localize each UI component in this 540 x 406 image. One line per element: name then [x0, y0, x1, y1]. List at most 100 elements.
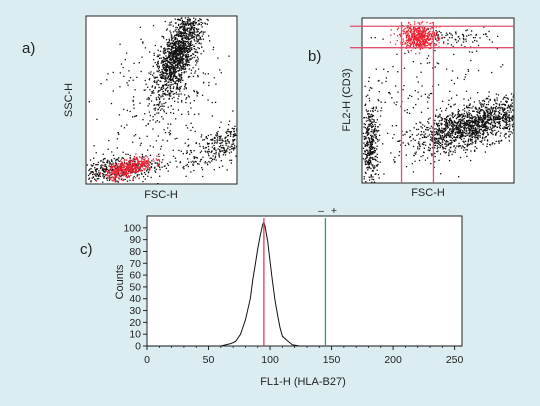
dot-left-column [370, 148, 372, 150]
dot-main-cluster [150, 73, 152, 75]
dot-scatter [417, 81, 419, 83]
dot-band [501, 118, 504, 120]
dot-main-cluster [186, 53, 188, 55]
dot-main-cluster [190, 34, 192, 36]
dot-scatter [165, 83, 167, 86]
dot-band [485, 125, 487, 128]
dot-band [486, 127, 488, 129]
dot-band [423, 136, 425, 138]
dot-gated-cluster [424, 41, 426, 43]
dot-scatter [457, 77, 459, 79]
dot-main-cluster [167, 61, 170, 63]
dot-main-cluster [184, 54, 186, 56]
dot-band [483, 99, 485, 101]
dot-right-stream [198, 163, 200, 165]
dot-main-cluster [175, 34, 178, 36]
dot-band [469, 143, 472, 145]
dot-band [451, 123, 453, 125]
dot-right-stream [208, 155, 210, 157]
dot-low-band [94, 175, 97, 177]
dot-top-scatter [491, 41, 493, 43]
dot-band [461, 126, 463, 128]
dot-main-cluster [180, 31, 182, 33]
dot-left-column [367, 160, 370, 162]
dot-scatter [471, 51, 473, 53]
dot-right-stream [211, 142, 213, 145]
dot-main-cluster [168, 84, 170, 86]
dot-scatter [123, 75, 125, 77]
dot-main-cluster [171, 57, 174, 59]
dot-band [474, 140, 476, 143]
dot-scatter [451, 122, 453, 124]
dot-main-cluster [200, 21, 202, 24]
dot-left-column [368, 166, 370, 168]
dot-main-cluster [176, 86, 179, 89]
dot-scatter [441, 143, 444, 146]
dot-main-cluster [174, 73, 176, 75]
dot-gated-cluster [434, 45, 436, 47]
dot-band [429, 127, 431, 129]
dot-main-cluster [180, 49, 183, 51]
dot-scatter [417, 98, 419, 100]
dot-left-column [368, 167, 371, 169]
dot-left-column [374, 128, 376, 130]
dot-main-cluster [174, 70, 176, 72]
dot-band [459, 119, 461, 121]
dot-band [501, 119, 504, 122]
dot-band [441, 136, 443, 138]
dot-scatter [186, 127, 189, 129]
dot-band [508, 116, 511, 119]
dot-band [499, 111, 501, 114]
dot-scatter [409, 136, 411, 138]
dot-scatter [393, 102, 395, 104]
dot-gated-cluster [410, 50, 412, 52]
dot-band [447, 134, 449, 136]
dot-band [452, 151, 454, 153]
dot-top-scatter [462, 41, 465, 43]
dot-right-stream [190, 171, 192, 173]
dot-scatter [197, 74, 199, 77]
dot-gated-cluster [134, 166, 136, 168]
dot-main-cluster [199, 38, 201, 40]
dot-main-cluster [193, 56, 195, 59]
dot-band [480, 104, 482, 106]
dot-gated-cluster [398, 33, 401, 36]
dot-main-cluster [188, 43, 190, 45]
dot-low-band [131, 172, 133, 174]
dot-scatter [144, 89, 146, 91]
dot-band [476, 132, 478, 134]
dot-gated-cluster [420, 26, 422, 28]
dot-main-cluster [179, 51, 181, 53]
dot-gated-cluster [148, 166, 151, 169]
dot-band [481, 103, 483, 105]
dot-band [475, 122, 477, 124]
dot-main-cluster [145, 125, 147, 127]
dot-scatter [119, 43, 121, 45]
dot-right-stream [231, 127, 233, 129]
dot-main-cluster [185, 63, 188, 65]
dot-right-stream [218, 152, 220, 154]
dot-right-stream [218, 154, 220, 156]
dot-band [469, 112, 471, 115]
dot-band [439, 146, 441, 149]
dot-band [480, 105, 483, 107]
dot-scatter [100, 83, 102, 85]
dot-gated-cluster [112, 173, 114, 175]
dot-band [447, 132, 449, 135]
dot-gated-cluster [425, 32, 427, 34]
dot-low-band [96, 168, 98, 170]
dot-scatter [441, 100, 444, 102]
dot-band [423, 131, 425, 133]
dot-band [502, 98, 504, 100]
dot-band [474, 117, 477, 119]
dot-gated-cluster [418, 40, 420, 42]
dot-band [422, 155, 424, 157]
dot-band [494, 99, 496, 102]
dot-main-cluster [195, 18, 197, 20]
dot-band [458, 114, 460, 116]
dot-main-cluster [170, 63, 172, 66]
dot-gated-cluster [407, 30, 409, 32]
dot-band [459, 125, 462, 127]
dot-band [456, 125, 458, 128]
dot-gated-cluster [412, 39, 414, 42]
